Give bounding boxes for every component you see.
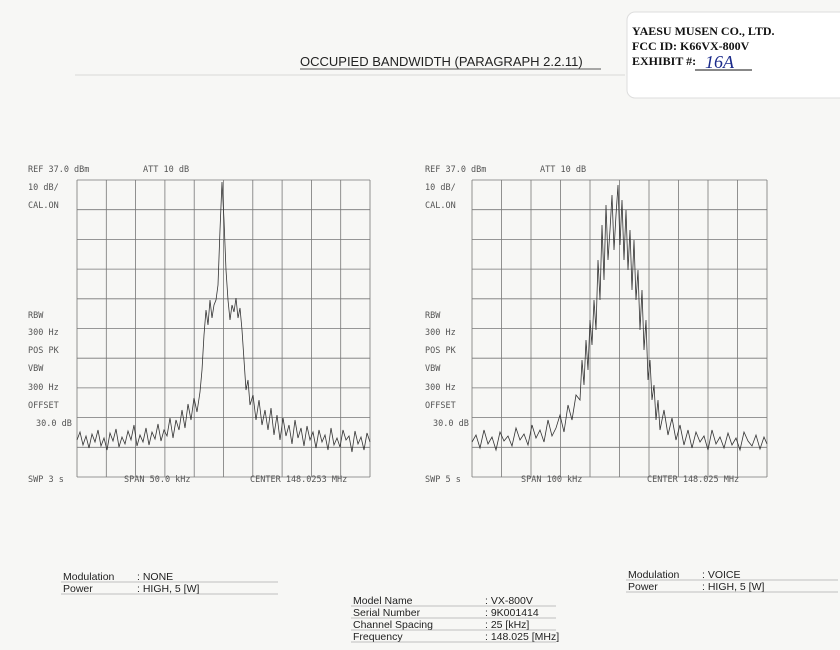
info-value: : 25 [kHz]: [485, 619, 529, 631]
analyzer-label: 300 Hz: [28, 383, 59, 393]
analyzer-label: VBW: [425, 364, 441, 374]
info-value: : 148.025 [MHz]: [485, 631, 559, 643]
analyzer-label: SWP 3 s: [28, 475, 64, 485]
analyzer-label: CAL.ON: [425, 201, 456, 211]
analyzer-label: ATT 10 dB: [540, 165, 586, 175]
analyzer-label: 10 dB/: [28, 183, 59, 193]
stamp-box: [626, 11, 840, 99]
analyzer-label: SWP 5 s: [425, 475, 461, 485]
info-label: Power: [628, 581, 658, 593]
info-value: : VX-800V: [485, 595, 533, 607]
info-value: : HIGH, 5 [W]: [702, 581, 765, 593]
info-value: : NONE: [137, 571, 173, 583]
analyzer-label: 30.0 dB: [36, 419, 72, 429]
info-value: : 9K001414: [485, 607, 539, 619]
stamp-fcc-id: FCC ID: K66VX-800V: [632, 39, 750, 53]
info-label: Channel Spacing: [353, 619, 433, 631]
analyzer-label: POS PK: [28, 346, 60, 356]
info-value: : HIGH, 5 [W]: [137, 583, 200, 595]
info-label: Serial Number: [353, 607, 421, 619]
analyzer-label: 30.0 dB: [433, 419, 469, 429]
analyzer-label: CAL.ON: [28, 201, 59, 211]
analyzer-label: SPAN 50.0 kHz: [124, 475, 191, 485]
analyzer-label: RBW: [425, 311, 441, 321]
analyzer-label: 10 dB/: [425, 183, 456, 193]
info-label: Model Name: [353, 595, 413, 607]
analyzer-label: 300 Hz: [425, 328, 456, 338]
analyzer-label: 300 Hz: [425, 383, 456, 393]
info-label: Modulation: [628, 569, 680, 581]
analyzer-label: REF 37.0 dBm: [425, 165, 486, 175]
info-label: Power: [63, 583, 93, 595]
info-blocks: Modulation : NONE Power : HIGH, 5 [W] Modula…: [61, 569, 838, 643]
analyzer-label: REF 37.0 dBm: [28, 165, 89, 175]
analyzer-label: VBW: [28, 364, 44, 374]
analyzer-label: CENTER 148.025 MHz: [647, 475, 739, 485]
stamp-exhibit-value: 16A: [705, 52, 735, 72]
analyzer-label: ATT 10 dB: [143, 165, 189, 175]
info-label: Modulation: [63, 571, 115, 583]
page-title: OCCUPIED BANDWIDTH (PARAGRAPH 2.2.11): [300, 54, 583, 69]
analyzer-label: OFFSET: [28, 401, 59, 411]
spectrum-trace: [76, 181, 371, 453]
analyzer-label: CENTER 148.0253 MHz: [250, 475, 347, 485]
analyzer-label: SPAN 100 kHz: [521, 475, 582, 485]
info-label: Frequency: [353, 631, 403, 643]
info-value: : VOICE: [702, 569, 741, 581]
plots: REF 37.0 dBm ATT 10 dB 10 dB/CAL.ON RBW 300 …: [28, 165, 768, 485]
stamp-company: YAESU MUSEN CO., LTD.: [632, 24, 774, 38]
spectrum-trace: [471, 184, 768, 452]
analyzer-label: 300 Hz: [28, 328, 59, 338]
stamp-exhibit-label: EXHIBIT #:: [632, 54, 696, 68]
analyzer-label: OFFSET: [425, 401, 456, 411]
analyzer-label: POS PK: [425, 346, 457, 356]
analyzer-label: RBW: [28, 311, 44, 321]
